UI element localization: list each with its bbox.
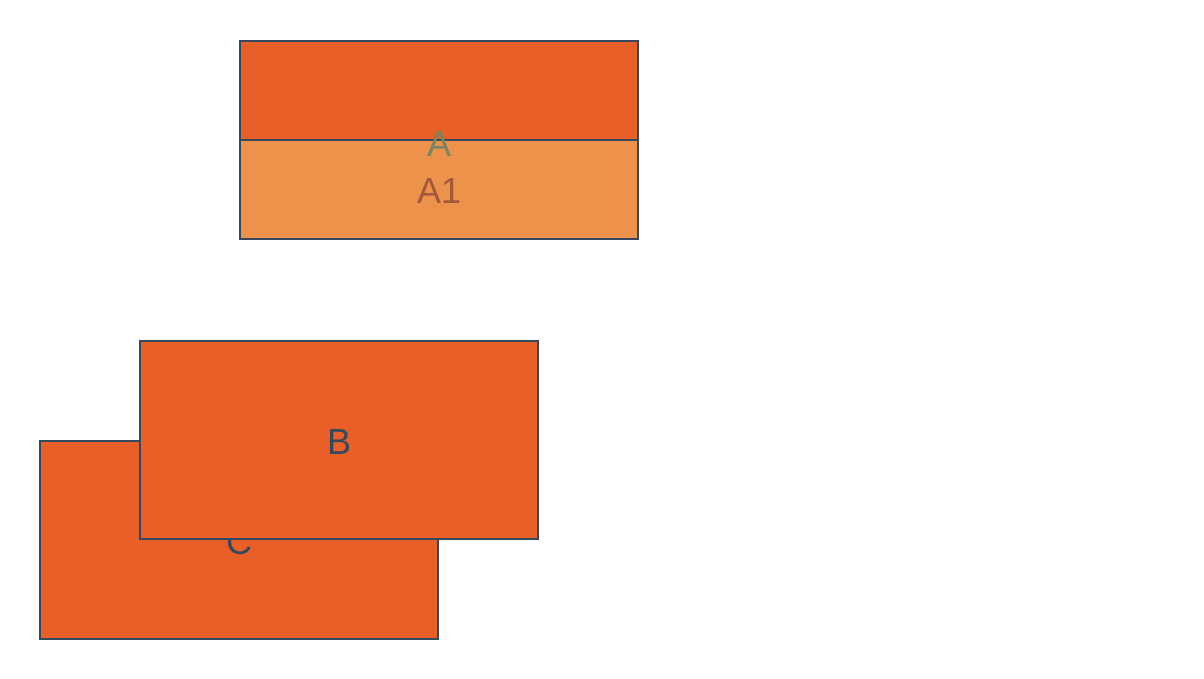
node-a[interactable]: A1 A <box>239 40 639 240</box>
node-b-label: B <box>326 421 351 462</box>
node-a1-label: A1 <box>416 170 462 211</box>
node-b[interactable]: B <box>139 340 539 540</box>
node-a-label: A <box>426 123 451 164</box>
node-a1[interactable]: A1 <box>241 139 637 238</box>
